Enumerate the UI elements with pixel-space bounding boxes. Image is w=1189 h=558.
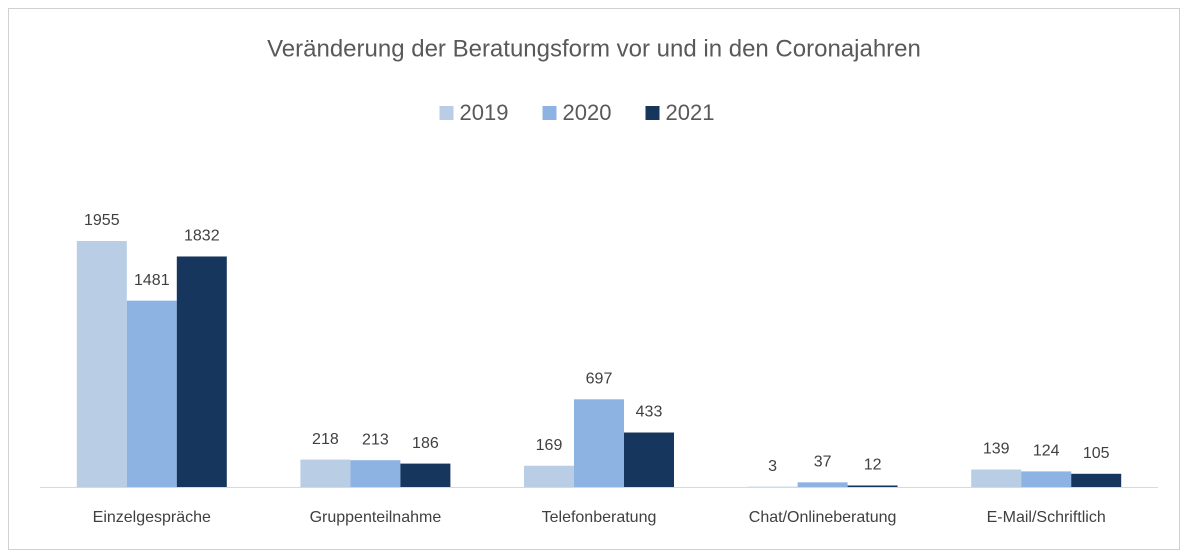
data-label: 1955 [84, 212, 120, 229]
x-tick-label: Telefonberatung [542, 509, 657, 526]
bar [126, 300, 177, 487]
data-label: 433 [636, 404, 663, 421]
data-label: 213 [362, 431, 389, 448]
x-tick-label: Gruppenteilnahme [310, 509, 442, 526]
bar [624, 432, 674, 487]
bar [524, 465, 574, 487]
legend-swatch [439, 106, 454, 120]
data-label: 218 [312, 431, 339, 448]
chart-title: Veränderung der Beratungsform vor und in… [267, 35, 921, 62]
bar [176, 256, 227, 487]
data-label: 169 [536, 437, 563, 454]
bar [797, 482, 848, 487]
data-label: 37 [814, 454, 832, 471]
bar [76, 241, 127, 487]
legend-swatch [645, 106, 660, 120]
legend-label: 2019 [460, 100, 509, 125]
data-label: 105 [1083, 445, 1110, 462]
data-label: 124 [1033, 443, 1060, 460]
data-label: 12 [864, 457, 882, 474]
legend-swatch [542, 106, 557, 120]
x-tick-label: Einzelgespräche [93, 509, 211, 526]
bar [1071, 473, 1122, 487]
bar [971, 469, 1022, 487]
x-tick-label: Chat/Onlineberatung [749, 509, 897, 526]
data-label: 1481 [134, 272, 170, 289]
bar [400, 463, 451, 487]
bar [350, 460, 401, 487]
bar [574, 399, 624, 487]
bar [847, 485, 898, 487]
data-label: 3 [768, 458, 777, 475]
bar [300, 459, 351, 487]
bar [1021, 471, 1072, 487]
data-label: 139 [983, 441, 1010, 458]
data-label: 186 [412, 435, 439, 452]
data-label: 1832 [184, 228, 220, 245]
x-tick-label: E-Mail/Schriftlich [987, 509, 1106, 526]
legend-label: 2020 [563, 100, 612, 125]
legend-label: 2021 [666, 100, 715, 125]
data-label: 697 [586, 371, 613, 388]
